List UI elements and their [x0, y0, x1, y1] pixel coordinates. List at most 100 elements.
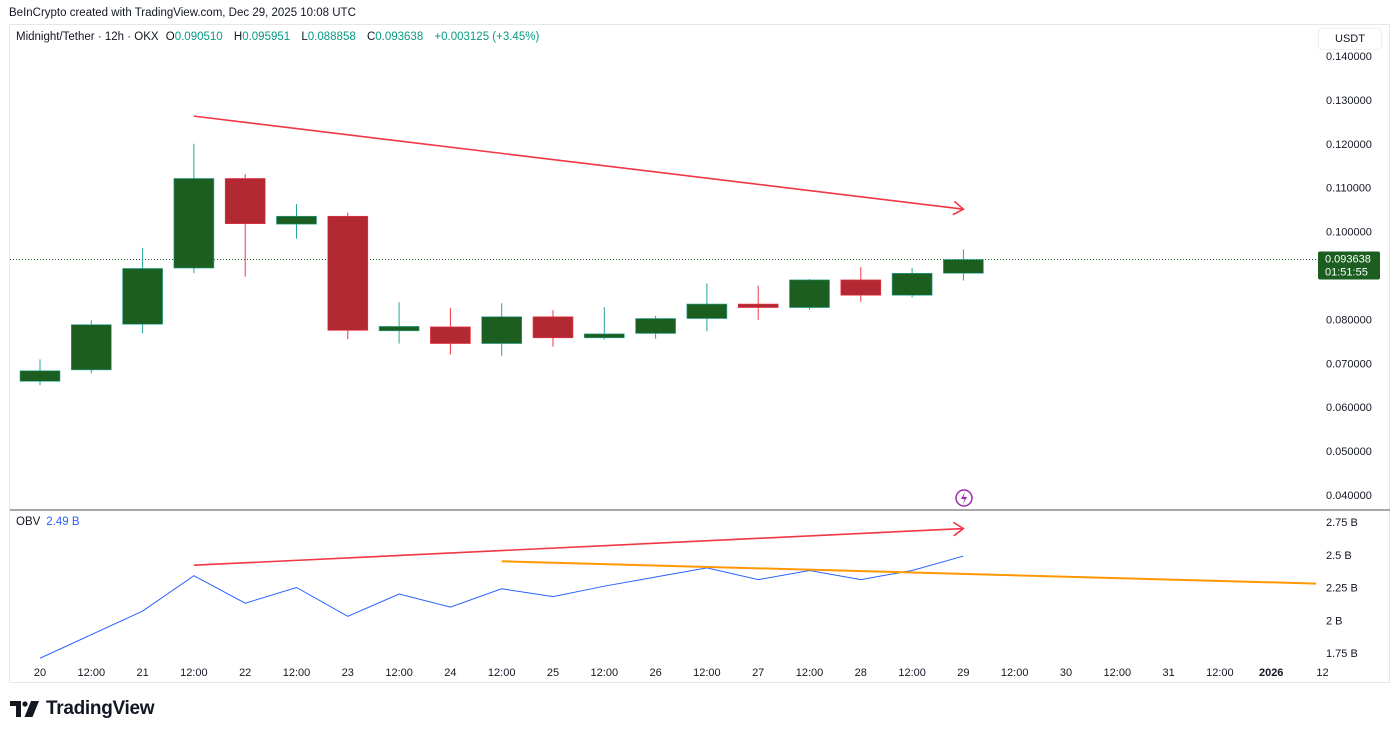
candle [224, 174, 266, 277]
time-tick-label: 12:00 [693, 667, 721, 679]
time-tick-label: 12:00 [1206, 667, 1234, 679]
candle-body [276, 215, 317, 225]
candle [173, 143, 215, 274]
price-tick-label: 0.060000 [1326, 402, 1372, 414]
obv-trendline-red-arrowhead [952, 521, 965, 537]
price-tick-label: 0.130000 [1326, 95, 1372, 107]
candle-body [532, 316, 574, 339]
time-tick-label: 29 [957, 667, 969, 679]
candle-body [173, 178, 215, 269]
price-trendline-arrowhead [952, 200, 965, 216]
candle-body [891, 273, 933, 296]
candle [583, 307, 625, 340]
tradingview-logo[interactable]: TradingView [10, 698, 155, 720]
high-label: H [233, 31, 243, 43]
obv-tick-label: 2.25 B [1326, 583, 1358, 595]
lightning-glyph [961, 492, 967, 504]
candle-body [686, 303, 728, 319]
open-value: 0.090510 [174, 31, 223, 43]
candle [891, 268, 933, 298]
price-tick-label: 0.110000 [1326, 183, 1371, 195]
price-tick-label: 0.080000 [1326, 314, 1372, 326]
candle [481, 303, 523, 356]
time-tick-label: 12:00 [1001, 667, 1029, 679]
obv-line [39, 555, 964, 659]
obv-tick-label: 2 B [1326, 615, 1343, 627]
candle-body [378, 326, 420, 332]
time-tick-label: 20 [34, 667, 46, 679]
candle-body [19, 370, 61, 382]
price-tick-label: 0.040000 [1326, 490, 1372, 502]
obv-tick-label: 2.75 B [1326, 517, 1358, 529]
time-tick-label: 12:00 [898, 667, 926, 679]
time-tick-label: 25 [547, 667, 559, 679]
last-price-badge [1318, 251, 1380, 280]
candle-body [71, 324, 112, 371]
time-tick-label: 12:00 [180, 667, 208, 679]
close-label: C [366, 31, 376, 43]
time-tick-label: 12:00 [283, 667, 311, 679]
time-tick-label: 12:00 [78, 667, 106, 679]
time-tick-label: 21 [136, 667, 148, 679]
obv-label: OBV [16, 516, 41, 528]
candle-body [943, 259, 984, 274]
time-tick-label: 31 [1162, 667, 1174, 679]
time-tick-label: 12:00 [488, 667, 516, 679]
time-tick-label: 23 [342, 667, 354, 679]
price-trendline [193, 115, 964, 211]
time-tick-label: 30 [1060, 667, 1072, 679]
tradingview-logo-icon [10, 701, 39, 717]
candle [943, 249, 984, 281]
symbol-info[interactable]: Midnight/Tether · 12h · OKX [16, 31, 159, 43]
candle-body [481, 316, 523, 344]
price-tick-label: 0.140000 [1326, 51, 1372, 63]
candle [686, 283, 728, 332]
time-tick-label: 2026 [1259, 667, 1283, 679]
price-tick-label: 0.050000 [1326, 446, 1372, 458]
time-tick-label: 12:00 [385, 667, 413, 679]
obv-trendline-red [193, 527, 964, 567]
time-tick-label: 22 [239, 667, 251, 679]
candle-body [840, 279, 882, 296]
candle [635, 315, 676, 339]
price-tick-label: 0.120000 [1326, 139, 1372, 151]
time-tick-label: 24 [444, 667, 456, 679]
last-price-label: 0.093638 [1325, 254, 1371, 266]
time-tick-label: 12:00 [796, 667, 824, 679]
candle [71, 320, 112, 374]
close-value: 0.093638 [375, 31, 424, 43]
chart-credit: BeInCrypto created with TradingView.com,… [9, 7, 356, 19]
obv-tick-label: 1.75 B [1326, 648, 1358, 660]
change-value: +0.003125 (+3.45%) [434, 31, 540, 43]
time-tick-label: 26 [649, 667, 661, 679]
price-tick-label: 0.100000 [1326, 227, 1372, 239]
obv-legend[interactable]: OBV 2.49 B [16, 516, 80, 528]
candle [378, 302, 420, 344]
symbol-legend: Midnight/Tether · 12h · OKX O0.090510 H 0… [16, 31, 543, 43]
countdown-label: 01:51:55 [1325, 267, 1368, 279]
low-value: 0.088858 [307, 31, 356, 43]
candle [532, 310, 574, 347]
candle-body [789, 279, 830, 308]
candle [840, 267, 882, 302]
candle-body [327, 215, 369, 331]
time-tick-label: 12:00 [1104, 667, 1132, 679]
obv-trendline-orange [501, 560, 1317, 585]
price-tick-label: 0.070000 [1326, 358, 1372, 370]
candle [276, 203, 317, 239]
time-tick-label: 28 [855, 667, 867, 679]
candle-body [737, 303, 779, 308]
candle [19, 359, 61, 386]
candle-body [635, 318, 676, 334]
candle [327, 212, 369, 340]
candle [430, 307, 471, 355]
low-label: L [301, 31, 308, 43]
candle-body [122, 268, 163, 325]
currency-unit-button[interactable]: USDT [1318, 28, 1382, 50]
open-label: O [165, 31, 175, 43]
candle [122, 247, 163, 334]
candle-body [224, 178, 266, 224]
candle-body [430, 326, 471, 344]
time-tick-label: 12 [1316, 667, 1328, 679]
